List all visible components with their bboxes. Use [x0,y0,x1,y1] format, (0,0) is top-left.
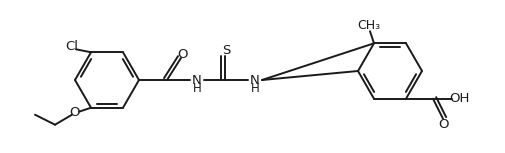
Text: H: H [250,82,259,95]
Text: N: N [249,75,260,88]
Text: S: S [221,43,230,56]
Text: CH₃: CH₃ [357,19,380,32]
Text: O: O [70,106,80,119]
Text: N: N [192,75,201,88]
Text: Cl: Cl [65,40,78,53]
Text: O: O [177,47,188,60]
Text: H: H [192,82,201,95]
Text: OH: OH [448,92,468,105]
Text: O: O [438,118,448,131]
